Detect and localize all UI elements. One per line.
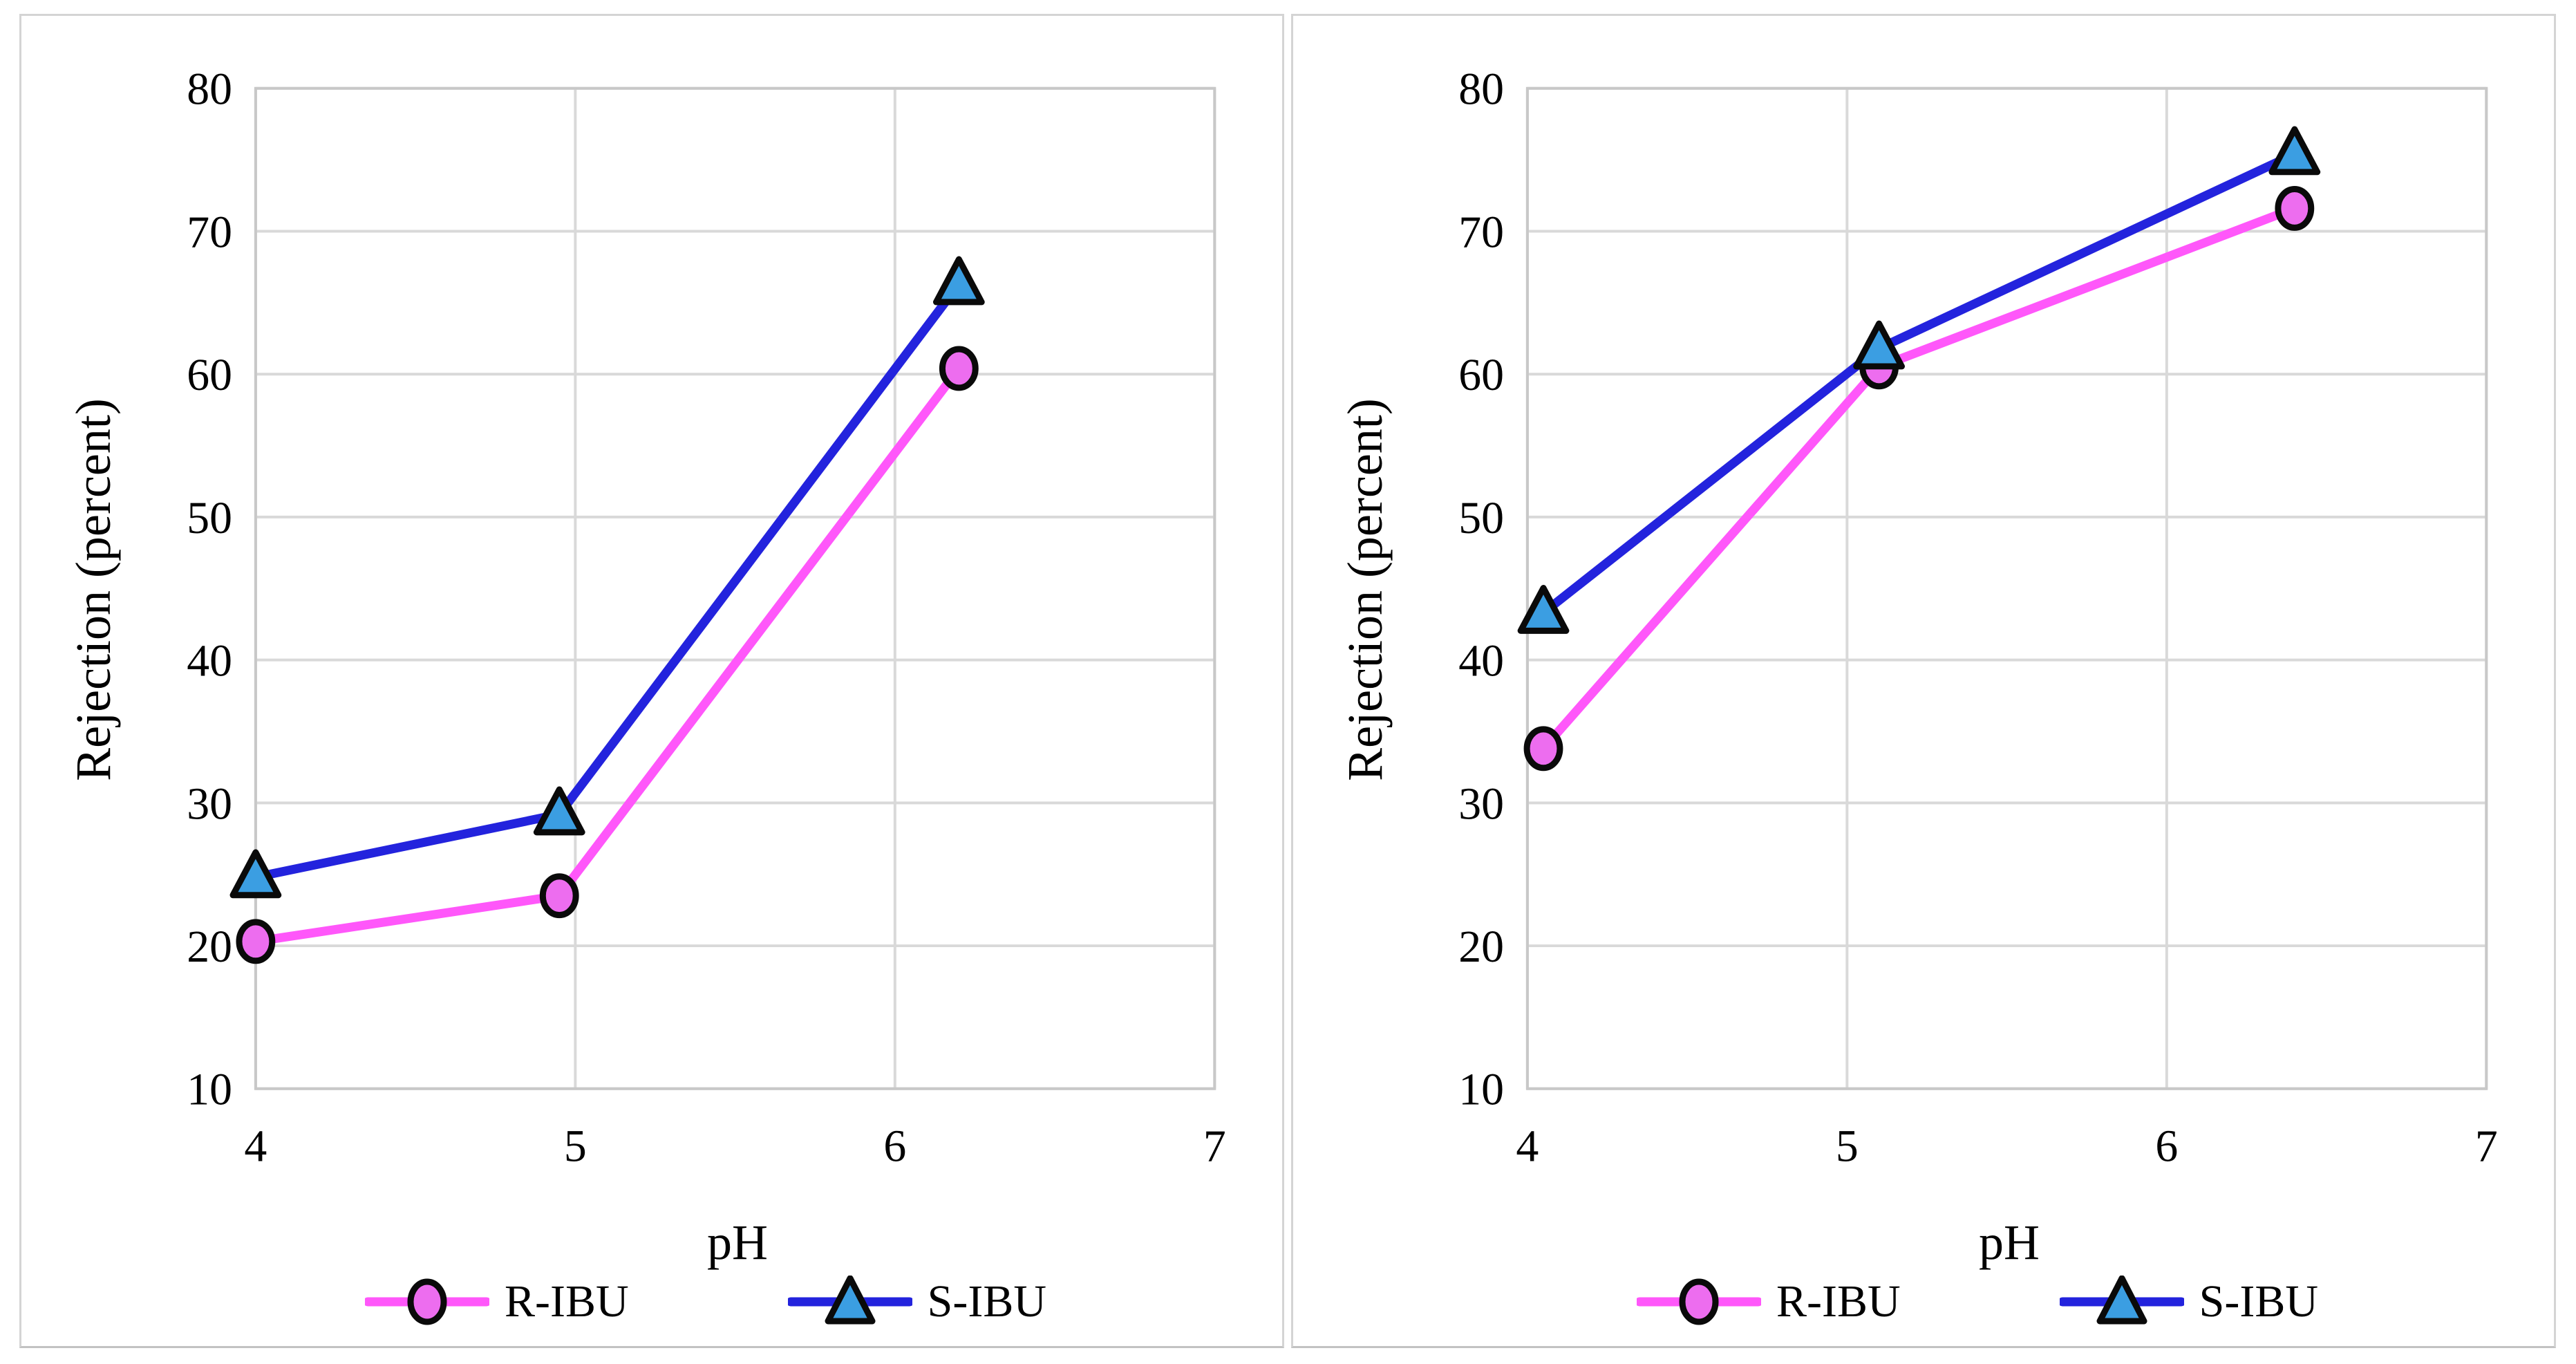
y-tick-label: 60 xyxy=(187,350,232,400)
marker-r-ibu xyxy=(539,873,579,919)
x-tick-label: 6 xyxy=(2155,1121,2178,1172)
s-ibu-legend-marker-icon xyxy=(787,1276,912,1325)
y-axis-title: Rejection (percent) xyxy=(1337,398,1393,781)
x-tick-label: 5 xyxy=(1836,1121,1859,1172)
x-tick-label: 4 xyxy=(1516,1121,1539,1172)
y-tick-label: 40 xyxy=(1458,636,1504,686)
legend-item-s-ibu: S-IBU xyxy=(787,1276,1047,1328)
series-line-r-ibu xyxy=(1539,203,2300,754)
r-ibu-legend-marker-icon xyxy=(1636,1278,1761,1325)
marker-s-ibu xyxy=(2268,126,2321,176)
marker-r-ibu xyxy=(939,346,979,391)
x-tick-label: 7 xyxy=(1203,1121,1226,1172)
y-tick-label: 30 xyxy=(187,778,232,829)
marker-s-ibu xyxy=(533,786,585,836)
legend-item-r-ibu: R-IBU xyxy=(364,1276,629,1328)
y-tick-label: 10 xyxy=(1458,1065,1504,1115)
marker-s-ibu xyxy=(1853,320,1905,370)
y-axis-title: Rejection (percent) xyxy=(66,398,121,781)
legend-label: R-IBU xyxy=(504,1276,629,1327)
legend-label: R-IBU xyxy=(1776,1276,1901,1327)
marker-r-ibu xyxy=(2275,185,2315,231)
legend-label: S-IBU xyxy=(2199,1276,2319,1327)
y-tick-label: 30 xyxy=(1458,778,1504,829)
r-ibu-legend-marker-icon xyxy=(364,1278,489,1325)
marker-s-ibu xyxy=(229,849,282,899)
x-tick-label: 4 xyxy=(244,1121,267,1172)
marker-s-ibu xyxy=(932,256,985,306)
legend: R-IBU S-IBU xyxy=(1459,1276,2496,1328)
s-ibu-legend-marker-icon xyxy=(2059,1276,2184,1325)
y-tick-label: 40 xyxy=(187,636,232,686)
x-axis-title: pH xyxy=(707,1215,768,1270)
y-tick-label: 80 xyxy=(1458,64,1504,115)
marker-r-ibu xyxy=(1523,726,1563,772)
y-tick-label: 50 xyxy=(187,493,232,543)
legend: R-IBU S-IBU xyxy=(187,1276,1224,1328)
marker-r-ibu xyxy=(236,919,276,964)
y-tick-label: 10 xyxy=(187,1065,232,1115)
x-tick-label: 5 xyxy=(564,1121,587,1172)
x-tick-label: 6 xyxy=(883,1121,906,1172)
marker-s-ibu xyxy=(1517,585,1570,634)
x-axis-title: pH xyxy=(1979,1215,2040,1270)
chart-panel-left: 10 20 30 40 50 60 70 80 4 5 6 7 Rejection (percent)… xyxy=(19,14,1284,1348)
y-tick-label: 20 xyxy=(1458,922,1504,972)
chart-svg-right: 10 20 30 40 50 60 70 80 4 5 6 7 xyxy=(1458,64,2498,1172)
y-tick-label: 80 xyxy=(187,64,232,115)
legend-item-r-ibu: R-IBU xyxy=(1636,1276,1901,1328)
legend-label: S-IBU xyxy=(927,1276,1047,1327)
y-tick-label: 70 xyxy=(187,207,232,257)
chart-panel-right: 10 20 30 40 50 60 70 80 4 5 6 7 Rejection (percent)… xyxy=(1291,14,2556,1348)
plot-border xyxy=(1525,86,2488,1090)
chart-svg-left: 10 20 30 40 50 60 70 80 4 5 6 7 xyxy=(187,64,1226,1172)
y-tick-label: 50 xyxy=(1458,493,1504,543)
x-tick-label: 7 xyxy=(2475,1121,2498,1172)
y-tick-label: 70 xyxy=(1458,207,1504,257)
y-tick-label: 20 xyxy=(187,922,232,972)
y-tick-label: 60 xyxy=(1458,350,1504,400)
legend-item-s-ibu: S-IBU xyxy=(2059,1276,2319,1328)
series-line-s-ibu xyxy=(1539,149,2300,617)
plot-border xyxy=(254,86,1216,1090)
